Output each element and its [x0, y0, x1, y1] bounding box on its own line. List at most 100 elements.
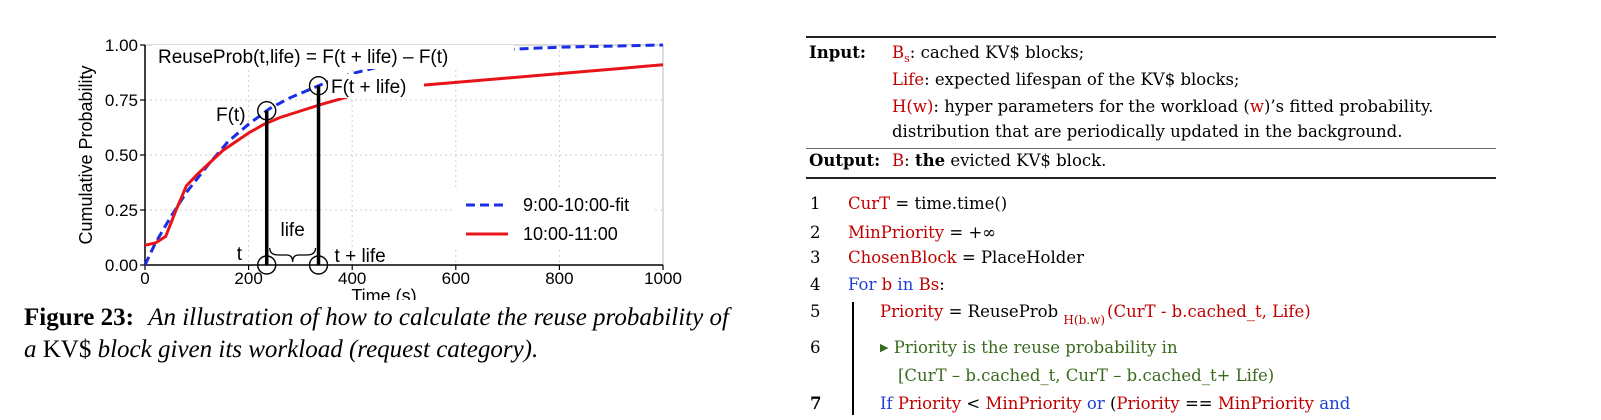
circle-t-life	[308, 255, 329, 275]
y-axis-label: Cumulative Probability	[76, 65, 96, 244]
annotation-t-plus-life: t + life	[335, 246, 386, 267]
var-chosenblock: ChosenBlock	[848, 248, 957, 267]
reuseprob-close: )	[1304, 302, 1311, 321]
var-bs: B	[892, 43, 905, 62]
code-text: = PlaceHolder	[956, 248, 1084, 267]
code-line-3-text: ChosenBlock = PlaceHolder	[848, 248, 1084, 267]
var-life-arg: Life	[1272, 302, 1305, 321]
algorithm-panel: Input: Bs: cached KV$ blocks; Life: expe…	[806, 34, 1496, 415]
keyword-in: in	[892, 275, 914, 294]
op-lt: <	[961, 394, 986, 413]
keyword-and: and	[1314, 394, 1351, 413]
cdf-chart: 0 200 400 600 800 1000 0.00 0.25 0.50 0.75 1.00 Tim…	[76, 36, 682, 300]
input-label: Input:	[809, 43, 866, 62]
annotation-ft: F(t)	[216, 105, 246, 126]
figure-caption-kv: KV$	[42, 336, 92, 363]
y-tick-label: 0.00	[105, 256, 138, 275]
input-life-desc: : expected lifespan of the KV$ blocks;	[924, 70, 1240, 89]
paren-open: (	[1104, 394, 1117, 413]
figure-caption-label: Figure 23:	[24, 304, 134, 331]
var-life: Life	[892, 70, 925, 89]
var-minpriority: MinPriority	[848, 223, 945, 242]
y-tick-label: 0.25	[105, 201, 138, 220]
title-background	[152, 45, 514, 69]
reuseprob-subscript: H(b.w)	[1063, 313, 1106, 327]
algorithm-mid-rule	[806, 177, 1496, 179]
output-label: Output:	[809, 151, 881, 170]
keyword-if: If	[880, 394, 893, 413]
var-priority-eq: Priority	[1116, 394, 1180, 413]
loop-indent-bar	[852, 302, 854, 415]
op-eqeq: ==	[1179, 394, 1218, 413]
code-text: = ReuseProb	[943, 302, 1064, 321]
line-number: 3	[810, 248, 821, 267]
circle-ft-life	[308, 75, 329, 96]
input-hw-desc-3: distribution that are periodically updat…	[892, 122, 1403, 141]
circle-ft	[257, 101, 277, 121]
comment-triangle-icon: ▶	[880, 341, 889, 354]
code-text: = time.time()	[890, 194, 1008, 213]
figure-caption: Figure 23: An illustration of how to cal…	[24, 302, 744, 366]
comment-text-2: [CurT – b.cached_t, CurT – b.cached_t+ L…	[898, 366, 1275, 385]
code-line-5-text: Priority = ReuseProb H(b.w) (CurT - b.cac…	[880, 302, 1311, 327]
line-number: 4	[810, 275, 821, 294]
series-line-observed	[144, 63, 664, 247]
code-line-6-text: ▶ Priority is the reuse probability in	[880, 338, 1178, 357]
var-bs-loop: Bs	[913, 275, 940, 294]
x-tick-label: 800	[545, 269, 573, 288]
figure-caption-text-2: block given its workload (request catego…	[97, 336, 539, 363]
figure-panel: 0 200 400 600 800 1000 0.00 0.25 0.50 0.75 1.00 Tim…	[0, 0, 760, 415]
output-colon: :	[904, 151, 915, 170]
var-b-loop: b	[876, 275, 893, 294]
line-number: 6	[810, 338, 821, 357]
code-text: = +∞	[944, 223, 997, 242]
annotation-t: t	[237, 244, 243, 265]
code-line-7-text: If Priority < MinPriority or (Priority =…	[880, 394, 1350, 413]
x-tick-label: 600	[442, 269, 470, 288]
x-tick-label: 200	[234, 269, 262, 288]
y-tick-label: 1.00	[105, 36, 138, 55]
x-tick-label: 0	[140, 269, 149, 288]
var-priority-if: Priority	[892, 394, 962, 413]
var-hw: H(w)	[892, 97, 934, 116]
life-brace	[269, 247, 317, 263]
input-hw-desc-1: : hyper parameters for the workload (	[933, 97, 1250, 116]
chart-title: ReuseProb(t,life) = F(t + life) – F(t)	[158, 47, 448, 68]
var-w: w	[1249, 97, 1264, 116]
input-hw-text: H(w): hyper parameters for the workload …	[892, 97, 1433, 116]
line-number: 7	[810, 394, 822, 413]
keyword-or: or	[1081, 394, 1105, 413]
keyword-for: For	[848, 275, 877, 294]
input-bs-text: Bs: cached KV$ blocks;	[892, 43, 1085, 65]
line-number: 2	[810, 223, 821, 242]
output-the: the	[914, 151, 946, 170]
code-line-2-text: MinPriority = +∞	[848, 223, 996, 242]
y-tick-label: 0.75	[105, 91, 138, 110]
annotation-life: life	[280, 220, 304, 241]
comment-text-1: Priority is the reuse probability in	[893, 338, 1178, 357]
var-minpriority-eq: MinPriority	[1217, 394, 1314, 413]
var-curt: CurT	[848, 194, 891, 213]
io-separator-rule	[806, 148, 1496, 149]
legend-label-fit: 9:00-10:00-fit	[523, 195, 629, 215]
legend-background	[455, 188, 655, 250]
reuseprob-args: (CurT - b.cached_t,	[1107, 302, 1273, 321]
y-tick-label: 0.50	[105, 146, 138, 165]
algorithm-top-rule	[806, 36, 1496, 38]
x-tick-label: 400	[338, 269, 366, 288]
output-desc: evicted KV$ block.	[945, 151, 1107, 170]
line-number: 5	[810, 302, 821, 321]
output-text: B: the evicted KV$ block.	[892, 151, 1106, 170]
annotation-ft-life: F(t + life)	[331, 77, 406, 98]
var-b: B	[892, 151, 905, 170]
var-bs-subscript: s	[904, 52, 910, 65]
x-tick-label: 1000	[644, 269, 682, 288]
annotation-ft-life-background	[328, 74, 424, 98]
var-minpriority-if: MinPriority	[985, 394, 1082, 413]
input-life-text: Life: expected lifespan of the KV$ block…	[892, 70, 1240, 89]
x-axis-label: Time (s)	[351, 286, 416, 300]
code-line-4-text: For b in Bs:	[848, 275, 945, 294]
code-line-1-text: CurT = time.time()	[848, 194, 1007, 213]
input-bs-desc: : cached KV$ blocks;	[909, 43, 1085, 62]
var-priority: Priority	[880, 302, 944, 321]
